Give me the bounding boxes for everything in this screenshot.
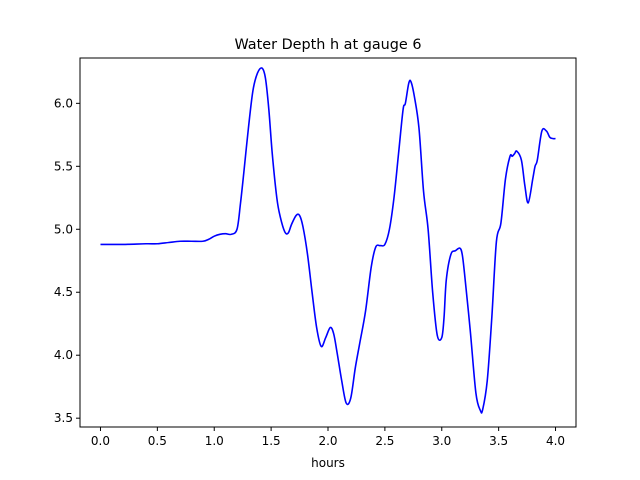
y-tick-label: 5.0 [54, 222, 73, 236]
y-tick-label: 5.5 [54, 159, 73, 173]
y-tick-label: 4.5 [54, 285, 73, 299]
x-tick-label: 2.5 [375, 434, 394, 448]
x-tick-label: 1.5 [262, 434, 281, 448]
series-line-0 [100, 67, 556, 414]
plot-area: 0.0 0.5 1.0 1.5 2.0 2.5 3.0 3.5 4.0 3.5 4.0 4.5 5.0 5… [54, 57, 577, 448]
y-tick-label: 6.0 [54, 96, 73, 110]
chart-title: Water Depth h at gauge 6 [234, 37, 421, 53]
plot-frame [79, 57, 577, 428]
x-tick-label: 0.5 [148, 434, 167, 448]
x-tick-label: 2.0 [318, 434, 337, 448]
x-tick-label: 3.5 [489, 434, 508, 448]
y-tick-label: 4.0 [54, 348, 73, 362]
x-tick-label: 0.0 [91, 434, 110, 448]
x-tick-label: 1.0 [205, 434, 224, 448]
x-tick-label: 3.0 [432, 434, 451, 448]
x-tick-label: 4.0 [546, 434, 565, 448]
x-axis-label: hours [311, 456, 345, 470]
y-tick-label: 3.5 [54, 411, 73, 425]
